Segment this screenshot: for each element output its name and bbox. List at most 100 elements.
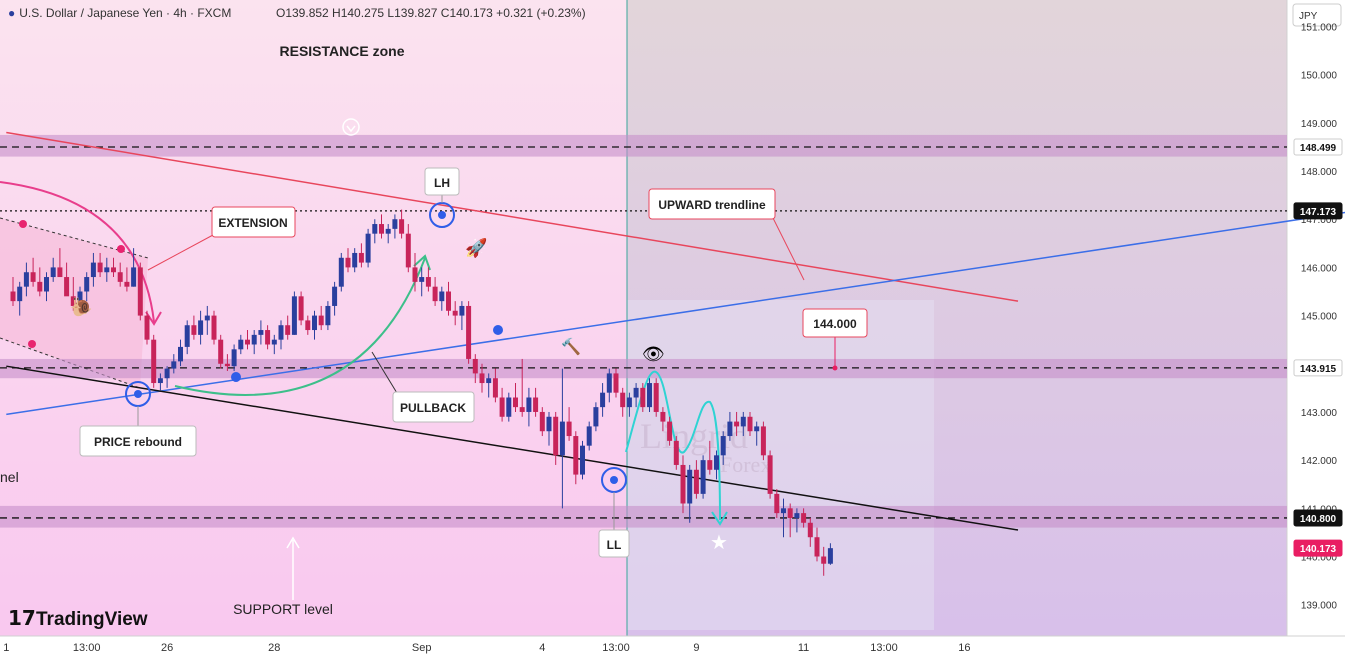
price-label-box bbox=[1293, 202, 1343, 220]
candle-body bbox=[707, 460, 713, 470]
candle-body bbox=[794, 513, 800, 518]
channel-dot bbox=[19, 220, 27, 228]
candle-body bbox=[633, 387, 639, 398]
star-icon: ★ bbox=[710, 532, 728, 554]
tradingview-logo[interactable]: 17 TradingView bbox=[8, 606, 148, 630]
time-tick-label: 4 bbox=[539, 642, 545, 654]
down-arrow-marker bbox=[342, 118, 360, 136]
time-tick-label: 26 bbox=[161, 642, 173, 654]
candle-body bbox=[392, 219, 398, 229]
candle-body bbox=[472, 358, 478, 374]
candle-body bbox=[680, 464, 686, 504]
upward-trendline-label: UPWARD trendline bbox=[658, 198, 766, 212]
time-tick-label: 28 bbox=[268, 642, 280, 654]
candle-body bbox=[365, 233, 371, 263]
candle-body bbox=[204, 315, 210, 321]
candle-body bbox=[144, 315, 150, 340]
time-tick-label: Sep bbox=[412, 642, 432, 654]
zone-band bbox=[0, 134, 1287, 157]
candle-body bbox=[251, 334, 257, 345]
pullback-callout: PULLBACK bbox=[392, 391, 475, 423]
candle-body bbox=[191, 325, 197, 335]
candle-body bbox=[44, 277, 49, 292]
candle-body bbox=[620, 392, 626, 408]
eye-icon: 👁 bbox=[642, 344, 665, 364]
candle-body bbox=[673, 440, 679, 465]
candle-body bbox=[218, 339, 224, 364]
price-tick-label: 145.000 bbox=[1301, 312, 1338, 323]
candle-body bbox=[10, 291, 16, 302]
candle-body bbox=[271, 339, 277, 345]
price-tick-label: 147.000 bbox=[1301, 215, 1338, 226]
candle-body bbox=[345, 257, 351, 268]
candle-body bbox=[298, 296, 304, 321]
candle-body bbox=[827, 548, 833, 564]
candle-body bbox=[372, 224, 378, 234]
price-tick-label: 150.000 bbox=[1301, 71, 1338, 82]
price-rebound-label: PRICE rebound bbox=[94, 435, 182, 449]
pullback-label: PULLBACK bbox=[400, 401, 466, 415]
hammer-icon: 🔨 bbox=[561, 337, 581, 356]
candle-body bbox=[419, 277, 425, 282]
candle-body bbox=[439, 291, 445, 302]
candle-body bbox=[446, 291, 451, 311]
candle-body bbox=[506, 397, 512, 417]
ohlc-readout: O139.852 H140.275 L139.827 C140.173 +0.3… bbox=[276, 6, 586, 20]
candle-body bbox=[667, 421, 673, 441]
candle-body bbox=[171, 361, 177, 369]
candle-body bbox=[647, 383, 652, 408]
candle-body bbox=[626, 397, 632, 408]
candle-body bbox=[17, 286, 23, 302]
candle-body bbox=[325, 305, 331, 326]
candle-body bbox=[278, 325, 284, 340]
forecast-wave bbox=[625, 370, 721, 521]
candle-body bbox=[693, 469, 699, 494]
rebound-dot bbox=[134, 390, 142, 398]
symbol-text: U.S. Dollar / Japanese Yen · 4h · FXCM bbox=[19, 6, 231, 20]
candle-body bbox=[151, 339, 157, 384]
extension-pointer bbox=[147, 234, 214, 271]
upward-trendline bbox=[6, 211, 1345, 416]
price-tick-label: 139.000 bbox=[1301, 601, 1338, 612]
price-tick-label: 146.000 bbox=[1301, 263, 1338, 274]
candle-body bbox=[111, 267, 116, 273]
candle-body bbox=[760, 426, 766, 456]
candle-body bbox=[432, 286, 438, 302]
upward-pointer bbox=[769, 211, 805, 281]
candle-body bbox=[137, 267, 143, 316]
support-trendline bbox=[6, 365, 1019, 531]
candle-body bbox=[606, 373, 612, 393]
time-tick-label: 13:00 bbox=[870, 642, 898, 654]
candle-body bbox=[379, 224, 384, 234]
trendlines-layer bbox=[6, 131, 1345, 531]
candle-body bbox=[124, 281, 130, 287]
rebound-arrowhead bbox=[413, 254, 431, 271]
time-tick-label: 11 bbox=[798, 642, 809, 654]
price-label-text: 147.173 bbox=[1300, 207, 1337, 218]
time-tick-label: 16 bbox=[958, 642, 970, 654]
candle-body bbox=[338, 257, 344, 287]
price-rebound-callout: PRICE rebound bbox=[79, 425, 197, 457]
support-level-label: SUPPORT level bbox=[233, 601, 333, 617]
candle-body bbox=[90, 262, 96, 278]
candle-body bbox=[198, 320, 204, 335]
candle-body bbox=[559, 421, 565, 456]
candle-body bbox=[613, 373, 619, 393]
price-label-box bbox=[1293, 138, 1343, 156]
levels-layer bbox=[0, 146, 1287, 519]
candle-body bbox=[57, 267, 63, 278]
candle-body bbox=[519, 407, 525, 412]
currency-button[interactable]: JPY bbox=[1292, 3, 1342, 27]
candle-body bbox=[358, 252, 364, 263]
price-axis bbox=[1287, 0, 1345, 636]
down-arrow-glyph bbox=[346, 125, 356, 133]
candle-body bbox=[767, 455, 773, 494]
price-label-box bbox=[1293, 359, 1343, 377]
zone-band bbox=[0, 358, 1287, 379]
candle-body bbox=[117, 272, 123, 282]
candle-body bbox=[97, 262, 103, 273]
support-arrowhead bbox=[286, 536, 300, 549]
candle-body bbox=[492, 378, 498, 398]
candle-body bbox=[131, 267, 137, 287]
